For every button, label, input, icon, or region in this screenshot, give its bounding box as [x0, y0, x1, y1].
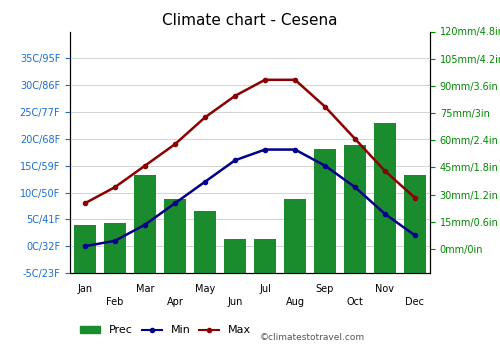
Bar: [404, 175, 426, 273]
Text: Apr: Apr: [166, 296, 184, 307]
Text: Dec: Dec: [406, 296, 424, 307]
Bar: [374, 123, 396, 273]
Text: Aug: Aug: [286, 296, 304, 307]
Text: Feb: Feb: [106, 296, 124, 307]
Bar: [194, 211, 216, 273]
Text: Oct: Oct: [346, 296, 364, 307]
Bar: [74, 225, 96, 273]
Text: ©climatestotravel.com: ©climatestotravel.com: [260, 332, 365, 342]
Bar: [284, 199, 306, 273]
Text: Jun: Jun: [228, 296, 242, 307]
Legend: Prec, Min, Max: Prec, Min, Max: [76, 321, 256, 340]
Bar: [164, 199, 186, 273]
Bar: [224, 239, 246, 273]
Bar: [314, 149, 336, 273]
Bar: [134, 175, 156, 273]
Bar: [254, 239, 276, 273]
Text: Sep: Sep: [316, 284, 334, 294]
Bar: [104, 223, 126, 273]
Bar: [344, 145, 366, 273]
Text: Mar: Mar: [136, 284, 154, 294]
Title: Climate chart - Cesena: Climate chart - Cesena: [162, 13, 338, 28]
Text: Nov: Nov: [376, 284, 394, 294]
Text: Jan: Jan: [78, 284, 92, 294]
Text: Jul: Jul: [259, 284, 271, 294]
Text: May: May: [195, 284, 215, 294]
